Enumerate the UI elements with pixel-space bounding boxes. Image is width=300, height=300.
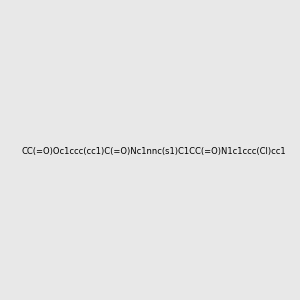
Text: CC(=O)Oc1ccc(cc1)C(=O)Nc1nnc(s1)C1CC(=O)N1c1ccc(Cl)cc1: CC(=O)Oc1ccc(cc1)C(=O)Nc1nnc(s1)C1CC(=O)… [21, 147, 286, 156]
